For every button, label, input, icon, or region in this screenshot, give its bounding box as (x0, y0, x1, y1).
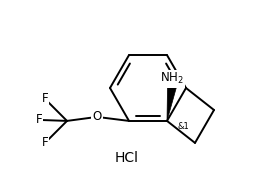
Polygon shape (167, 87, 177, 121)
Text: F: F (42, 136, 48, 149)
Text: &1: &1 (177, 122, 189, 131)
Text: O: O (92, 110, 102, 123)
Text: HCl: HCl (115, 151, 139, 165)
Text: F: F (42, 92, 48, 105)
Text: F: F (36, 113, 42, 126)
Text: NH$_2$: NH$_2$ (160, 71, 184, 86)
